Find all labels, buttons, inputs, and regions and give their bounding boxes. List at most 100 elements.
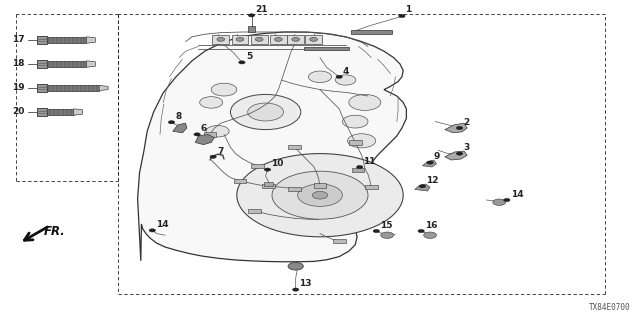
Circle shape: [424, 232, 436, 238]
Circle shape: [230, 94, 301, 130]
Circle shape: [373, 229, 380, 233]
Bar: [270, 35, 287, 44]
Bar: [204, 132, 216, 137]
Circle shape: [356, 165, 363, 169]
Circle shape: [239, 61, 245, 64]
Circle shape: [504, 198, 510, 202]
Circle shape: [200, 97, 223, 108]
Bar: [264, 182, 273, 186]
Text: 19: 19: [12, 84, 24, 92]
Text: 6: 6: [201, 124, 207, 133]
Circle shape: [308, 71, 332, 83]
Circle shape: [399, 14, 405, 18]
Circle shape: [264, 168, 271, 171]
Bar: [314, 183, 326, 188]
Text: 20: 20: [12, 108, 24, 116]
Circle shape: [336, 75, 342, 78]
Polygon shape: [415, 184, 430, 191]
Bar: [37, 108, 47, 116]
Circle shape: [312, 191, 328, 199]
Bar: [234, 179, 246, 183]
Circle shape: [419, 185, 426, 188]
Bar: [47, 61, 86, 67]
Polygon shape: [138, 32, 406, 262]
Text: 1: 1: [405, 5, 412, 14]
Circle shape: [349, 94, 381, 110]
Bar: [232, 35, 248, 44]
Text: 14: 14: [511, 190, 524, 199]
Bar: [304, 47, 349, 50]
Polygon shape: [99, 85, 108, 91]
Circle shape: [248, 14, 255, 17]
Circle shape: [211, 83, 237, 96]
Bar: [37, 36, 47, 44]
Circle shape: [237, 154, 403, 237]
Circle shape: [418, 229, 424, 233]
Circle shape: [149, 229, 156, 232]
Circle shape: [310, 37, 317, 41]
Text: 12: 12: [426, 176, 439, 185]
Bar: [288, 187, 301, 191]
Text: 10: 10: [271, 159, 284, 168]
Text: 11: 11: [364, 157, 376, 166]
Text: 18: 18: [12, 60, 24, 68]
Text: 17: 17: [12, 36, 24, 44]
Circle shape: [236, 37, 244, 41]
Bar: [47, 109, 74, 115]
Bar: [288, 145, 301, 149]
Polygon shape: [445, 123, 467, 133]
Text: 5: 5: [246, 52, 252, 61]
Circle shape: [456, 152, 463, 155]
Polygon shape: [86, 61, 95, 67]
Circle shape: [292, 37, 300, 41]
Bar: [349, 140, 362, 145]
Circle shape: [493, 199, 506, 205]
Bar: [287, 35, 304, 44]
Text: 8: 8: [175, 112, 182, 121]
Text: 2: 2: [463, 118, 470, 127]
Circle shape: [456, 126, 463, 130]
Circle shape: [298, 184, 342, 206]
Bar: [37, 60, 47, 68]
Polygon shape: [173, 123, 187, 133]
Bar: [37, 84, 47, 92]
Circle shape: [348, 134, 376, 148]
Circle shape: [275, 37, 282, 41]
Text: 21: 21: [255, 5, 268, 14]
Text: 7: 7: [217, 147, 223, 156]
Polygon shape: [422, 160, 436, 167]
Circle shape: [206, 125, 229, 137]
Text: 15: 15: [380, 221, 393, 230]
Polygon shape: [195, 134, 214, 145]
Circle shape: [194, 133, 200, 136]
Text: 13: 13: [300, 279, 312, 288]
Circle shape: [427, 161, 433, 164]
Bar: [251, 35, 268, 44]
Text: FR.: FR.: [44, 225, 65, 237]
Text: TX84E0700: TX84E0700: [589, 303, 630, 312]
Text: 3: 3: [463, 143, 470, 152]
Circle shape: [168, 121, 175, 124]
Circle shape: [217, 37, 225, 41]
Bar: [351, 30, 392, 34]
Bar: [333, 239, 346, 243]
Bar: [248, 26, 255, 32]
Circle shape: [342, 115, 368, 128]
Circle shape: [272, 171, 368, 219]
Bar: [305, 35, 322, 44]
Text: 4: 4: [343, 67, 349, 76]
Circle shape: [292, 288, 299, 291]
Bar: [262, 184, 275, 188]
Circle shape: [248, 103, 284, 121]
Circle shape: [288, 262, 303, 270]
Text: 16: 16: [425, 221, 438, 230]
Circle shape: [210, 155, 216, 158]
Bar: [251, 164, 264, 168]
Bar: [365, 185, 378, 189]
Text: 14: 14: [156, 220, 169, 229]
Bar: [352, 168, 364, 172]
Text: 9: 9: [434, 152, 440, 161]
Polygon shape: [445, 151, 467, 160]
Bar: [47, 85, 99, 91]
Bar: [248, 209, 261, 213]
